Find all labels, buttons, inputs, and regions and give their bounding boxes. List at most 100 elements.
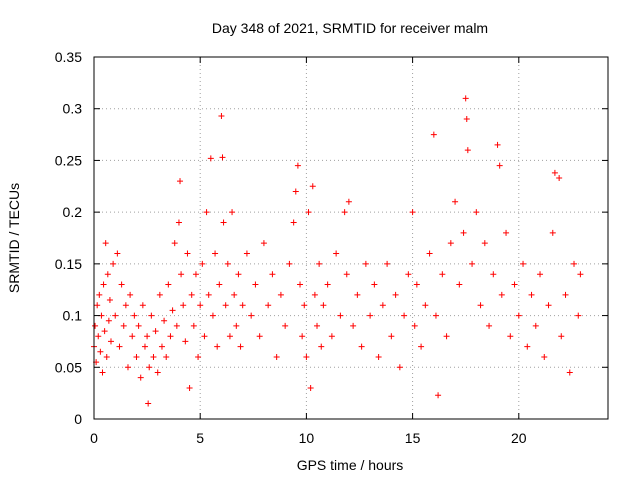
data-point bbox=[392, 291, 399, 298]
data-point bbox=[114, 250, 121, 257]
data-point bbox=[409, 209, 416, 216]
data-point bbox=[116, 343, 123, 350]
data-point bbox=[311, 291, 318, 298]
data-point bbox=[237, 343, 244, 350]
data-point bbox=[303, 353, 310, 360]
data-point bbox=[345, 198, 352, 205]
data-point bbox=[101, 328, 108, 335]
y-tick-label: 0.25 bbox=[55, 152, 82, 168]
data-point bbox=[180, 302, 187, 309]
data-point bbox=[299, 333, 306, 340]
x-tick-label: 10 bbox=[299, 430, 315, 446]
data-point bbox=[197, 302, 204, 309]
data-point bbox=[104, 271, 111, 278]
plot-frame bbox=[93, 56, 609, 420]
data-point bbox=[226, 333, 233, 340]
data-point bbox=[532, 322, 539, 329]
y-tick-label: 0 bbox=[74, 411, 82, 427]
data-point bbox=[122, 302, 129, 309]
data-point bbox=[362, 260, 369, 267]
data-points bbox=[91, 95, 584, 407]
data-point bbox=[566, 369, 573, 376]
data-point bbox=[358, 343, 365, 350]
data-point bbox=[503, 229, 510, 236]
data-point bbox=[496, 162, 503, 169]
data-point bbox=[96, 291, 103, 298]
data-point bbox=[195, 353, 202, 360]
data-point bbox=[178, 271, 185, 278]
data-point bbox=[129, 333, 136, 340]
y-tick-label: 0.35 bbox=[55, 49, 82, 65]
data-point bbox=[112, 312, 119, 319]
data-point bbox=[102, 240, 109, 247]
data-point bbox=[307, 384, 314, 391]
data-point bbox=[229, 209, 236, 216]
data-point bbox=[158, 343, 165, 350]
data-point bbox=[273, 353, 280, 360]
x-tick-label: 20 bbox=[511, 430, 527, 446]
data-point bbox=[418, 343, 425, 350]
chart-title: Day 348 of 2021, SRMTID for receiver mal… bbox=[212, 20, 488, 36]
data-point bbox=[452, 198, 459, 205]
data-point bbox=[131, 312, 138, 319]
data-point bbox=[401, 312, 408, 319]
data-point bbox=[150, 353, 157, 360]
data-point bbox=[171, 240, 178, 247]
data-point bbox=[309, 183, 316, 190]
data-point bbox=[100, 281, 107, 288]
data-point bbox=[282, 322, 289, 329]
data-point bbox=[239, 302, 246, 309]
data-point bbox=[469, 260, 476, 267]
data-point bbox=[103, 353, 110, 360]
data-point bbox=[167, 333, 174, 340]
data-point bbox=[184, 250, 191, 257]
data-point bbox=[141, 343, 148, 350]
data-point bbox=[556, 175, 563, 182]
data-point bbox=[286, 260, 293, 267]
data-point bbox=[328, 333, 335, 340]
data-point bbox=[265, 302, 272, 309]
data-point bbox=[477, 302, 484, 309]
data-point bbox=[562, 291, 569, 298]
data-point bbox=[464, 147, 471, 154]
data-point bbox=[95, 333, 102, 340]
grid-lines bbox=[94, 57, 608, 419]
data-point bbox=[233, 322, 240, 329]
data-point bbox=[481, 240, 488, 247]
data-point bbox=[135, 322, 142, 329]
data-point bbox=[545, 302, 552, 309]
data-point bbox=[456, 281, 463, 288]
data-point bbox=[292, 188, 299, 195]
y-tick-label: 0.3 bbox=[63, 101, 83, 117]
data-point bbox=[252, 281, 259, 288]
data-point bbox=[333, 250, 340, 257]
data-point bbox=[324, 281, 331, 288]
data-point bbox=[154, 369, 161, 376]
x-axis-label: GPS time / hours bbox=[297, 457, 404, 473]
data-point bbox=[463, 116, 470, 123]
data-point bbox=[173, 322, 180, 329]
x-tick-label: 15 bbox=[405, 430, 421, 446]
data-point bbox=[551, 169, 558, 176]
data-point bbox=[209, 312, 216, 319]
data-point bbox=[175, 219, 182, 226]
data-point bbox=[169, 307, 176, 314]
data-point bbox=[224, 260, 231, 267]
data-point bbox=[214, 343, 221, 350]
y-tick-label: 0.05 bbox=[55, 359, 82, 375]
data-point bbox=[192, 271, 199, 278]
data-point bbox=[120, 322, 127, 329]
data-point bbox=[301, 302, 308, 309]
data-point bbox=[188, 291, 195, 298]
data-point bbox=[537, 271, 544, 278]
data-point bbox=[528, 291, 535, 298]
data-point bbox=[145, 400, 152, 407]
data-point bbox=[107, 338, 114, 345]
data-point bbox=[354, 291, 361, 298]
data-point bbox=[297, 281, 304, 288]
data-point bbox=[430, 131, 437, 138]
data-point bbox=[316, 260, 323, 267]
data-point bbox=[110, 260, 117, 267]
